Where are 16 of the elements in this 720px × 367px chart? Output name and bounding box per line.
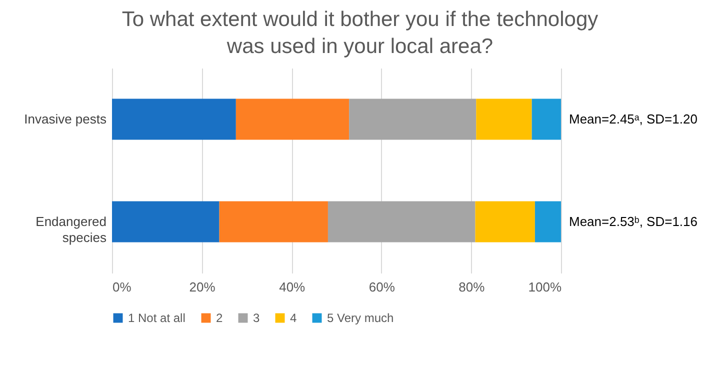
legend-label: 1 Not at all xyxy=(128,311,186,325)
legend-label: 4 xyxy=(290,311,297,325)
x-tick-label: 0% xyxy=(112,280,132,294)
x-tick-label: 40% xyxy=(279,280,306,294)
x-tick-label: 80% xyxy=(458,280,486,294)
annotation: Mean=2.45ᵃ, SD=1.20 xyxy=(569,111,698,126)
legend-label: 3 xyxy=(253,311,260,325)
y-tick-label: Endangered species xyxy=(36,214,107,245)
y-tick-label: Invasive pests xyxy=(24,111,107,126)
x-tick-label: 60% xyxy=(368,280,396,294)
legend-label: 5 Very much xyxy=(327,311,394,325)
x-tick-label: 100% xyxy=(528,280,562,294)
chart-title: To what extent would it bother you if the technology was used in your local area? xyxy=(120,7,600,60)
x-tick-label: 20% xyxy=(189,280,216,294)
legend-label: 2 xyxy=(216,311,223,325)
annotation: Mean=2.53ᵇ, SD=1.16 xyxy=(569,214,698,229)
